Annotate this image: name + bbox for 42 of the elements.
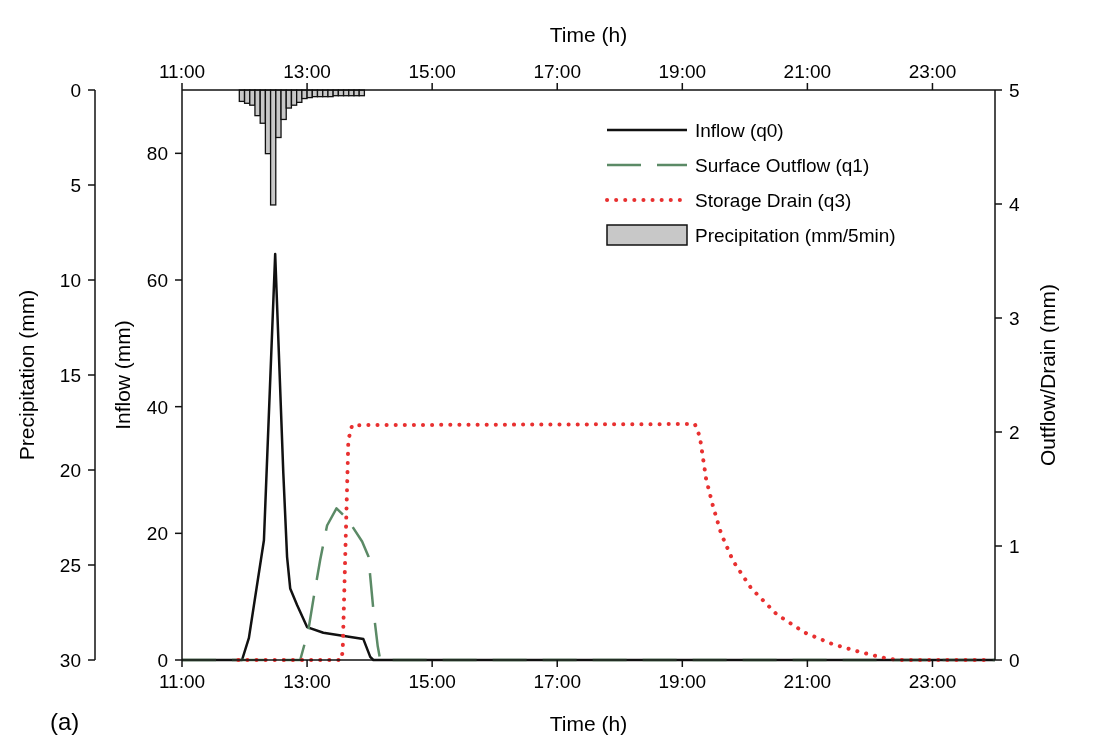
y3-axis-title: Precipitation (mm): [15, 289, 38, 461]
legend-label: Surface Outflow (q1): [695, 155, 870, 176]
y3-tick-label: 0: [70, 80, 81, 101]
y2-tick-label: 3: [1009, 308, 1020, 329]
x2-tick-label: 21:00: [783, 671, 832, 692]
y3-tick-label: 15: [59, 365, 81, 386]
x2-tick-label: 23:00: [908, 671, 957, 692]
x-axis-title: Time (h): [549, 712, 628, 735]
legend-label: Storage Drain (q3): [695, 190, 852, 211]
y3-tick-label: 20: [59, 460, 81, 481]
y3-tick-label: 25: [59, 555, 81, 576]
x2-tick-label: 19:00: [658, 671, 707, 692]
y3-tick-label: 30: [59, 650, 81, 671]
y-tick-label: 0: [157, 650, 168, 671]
y-axis-title: Inflow (mm): [111, 320, 134, 430]
x2-tick-label: 17:00: [533, 671, 581, 692]
y2-tick-label: 5: [1009, 80, 1020, 101]
y3-tick-label: 10: [59, 270, 81, 291]
y2-axis-title: Outflow/Drain (mm): [1036, 283, 1059, 467]
x-tick-label: 15:00: [408, 61, 456, 82]
y2-tick-label: 4: [1009, 194, 1020, 215]
x-tick-label: 19:00: [658, 61, 707, 82]
x2-tick-label: 13:00: [283, 671, 331, 692]
y-tick-label: 80: [146, 143, 168, 165]
x2-tick-label: 15:00: [408, 671, 456, 692]
text: (a): [50, 708, 80, 735]
y3-tick-label: 5: [70, 175, 81, 196]
y-tick-label: 20: [146, 523, 168, 545]
legend-label: Inflow (q0): [695, 120, 784, 141]
x2-axis-title: Time (h): [549, 23, 628, 46]
y2-tick-label: 0: [1009, 650, 1020, 671]
x2-tick-label: 11:00: [158, 671, 206, 692]
x-tick-label: 23:00: [908, 61, 957, 82]
x-tick-label: 17:00: [533, 61, 581, 82]
y2-tick-label: 2: [1009, 422, 1020, 443]
x-tick-label: 13:00: [283, 61, 331, 82]
legend-label: Precipitation (mm/5min): [695, 225, 896, 246]
y-tick-label: 40: [146, 396, 168, 418]
x-tick-label: 11:00: [158, 61, 206, 82]
y-tick-label: 60: [146, 270, 168, 291]
y2-tick-label: 1: [1009, 536, 1020, 557]
x-tick-label: 21:00: [783, 61, 832, 82]
